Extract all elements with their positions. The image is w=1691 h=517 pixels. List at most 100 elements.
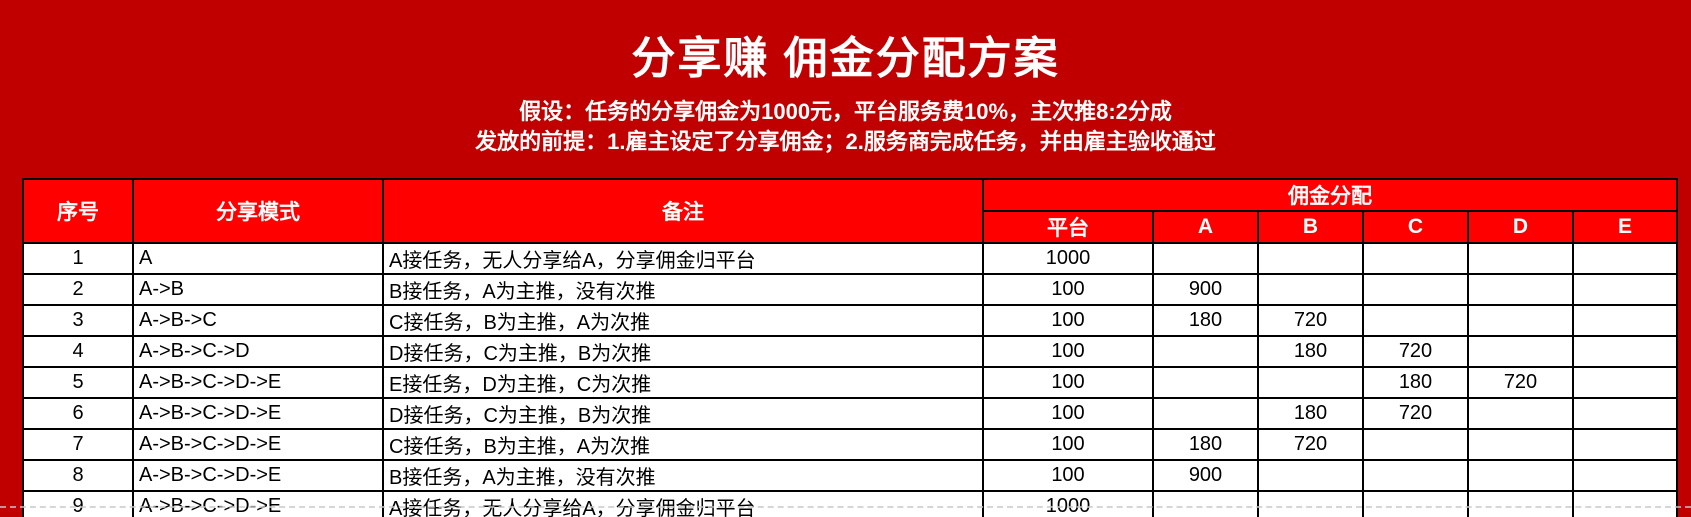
cell-note: B接任务，A为主推，没有次推 <box>382 273 984 306</box>
cell-c: 720 <box>1362 335 1469 368</box>
cell-d <box>1467 459 1574 492</box>
cell-c <box>1362 459 1469 492</box>
cell-seq: 1 <box>22 242 134 275</box>
table-row: 7 A->B->C->D->E C接任务，B为主推，A为次推 100 180 720 <box>22 428 1679 461</box>
header-platform: 平台 <box>982 210 1154 244</box>
cell-note: B接任务，A为主推，没有次推 <box>382 459 984 492</box>
header-note: 备注 <box>382 178 984 244</box>
cell-platform: 100 <box>982 397 1154 430</box>
cell-b <box>1257 242 1364 275</box>
cell-seq: 4 <box>22 335 134 368</box>
cell-c <box>1362 304 1469 337</box>
cell-seq: 2 <box>22 273 134 306</box>
cell-e <box>1571 335 1679 368</box>
cell-d <box>1467 273 1574 306</box>
cell-e <box>1571 242 1679 275</box>
cell-platform: 100 <box>982 459 1154 492</box>
table-row: 5 A->B->C->D->E E接任务，D为主推，C为次推 100 180 720 <box>22 366 1679 399</box>
cell-seq: 3 <box>22 304 134 337</box>
header-col-a: A <box>1152 210 1259 244</box>
cell-d <box>1467 304 1574 337</box>
cell-platform: 100 <box>982 366 1154 399</box>
cell-a: 180 <box>1152 428 1259 461</box>
header-col-c: C <box>1362 210 1469 244</box>
cell-d <box>1467 490 1574 517</box>
cell-d <box>1467 428 1574 461</box>
cell-a <box>1152 366 1259 399</box>
cell-a: 180 <box>1152 304 1259 337</box>
cell-c <box>1362 428 1469 461</box>
cell-d <box>1467 397 1574 430</box>
cell-platform: 100 <box>982 428 1154 461</box>
cell-seq: 9 <box>22 490 134 517</box>
cell-seq: 5 <box>22 366 134 399</box>
precondition-text: 发放的前提：1.雇主设定了分享佣金；2.服务商完成任务，并由雇主验收通过 <box>475 129 1216 154</box>
cell-b: 180 <box>1257 335 1364 368</box>
cell-c <box>1362 242 1469 275</box>
table-row: 9 A->B->C->D->E A接任务，无人分享给A，分享佣金归平台 1000 <box>22 490 1679 517</box>
cell-mode: A->B->C->D->E <box>132 428 384 461</box>
cell-note: C接任务，B为主推，A为次推 <box>382 428 984 461</box>
cell-b <box>1257 490 1364 517</box>
cell-b <box>1257 366 1364 399</box>
cell-a <box>1152 397 1259 430</box>
cell-seq: 8 <box>22 459 134 492</box>
cell-mode: A->B->C->D->E <box>132 459 384 492</box>
cell-a <box>1152 335 1259 368</box>
cell-c: 720 <box>1362 397 1469 430</box>
cell-b: 720 <box>1257 304 1364 337</box>
page-title: 分享赚 佣金分配方案 <box>631 34 1060 83</box>
cell-b: 720 <box>1257 428 1364 461</box>
cell-mode: A->B->C <box>132 304 384 337</box>
table-row: 2 A->B B接任务，A为主推，没有次推 100 900 <box>22 273 1679 306</box>
cell-e <box>1571 304 1679 337</box>
cell-e <box>1571 459 1679 492</box>
cell-platform: 100 <box>982 335 1154 368</box>
cell-a: 900 <box>1152 273 1259 306</box>
cell-note: C接任务，B为主推，A为次推 <box>382 304 984 337</box>
cell-c <box>1362 273 1469 306</box>
cell-e <box>1571 428 1679 461</box>
cell-note: E接任务，D为主推，C为次推 <box>382 366 984 399</box>
cell-seq: 6 <box>22 397 134 430</box>
cell-mode: A->B->C->D->E <box>132 366 384 399</box>
commission-table: 序号 分享模式 备注 佣金分配 平台 A B C D E 1 A A接任务，无人分享… <box>22 178 1679 517</box>
cell-a <box>1152 490 1259 517</box>
cell-b <box>1257 459 1364 492</box>
cell-b: 180 <box>1257 397 1364 430</box>
table-row: 4 A->B->C->D D接任务，C为主推，B为次推 100 180 720 <box>22 335 1679 368</box>
cell-platform: 1000 <box>982 490 1154 517</box>
cell-d <box>1467 242 1574 275</box>
cell-platform: 1000 <box>982 242 1154 275</box>
cell-mode: A->B->C->D->E <box>132 490 384 517</box>
header-col-b: B <box>1257 210 1364 244</box>
table-row: 8 A->B->C->D->E B接任务，A为主推，没有次推 100 900 <box>22 459 1679 492</box>
header-seq: 序号 <box>22 178 134 244</box>
cell-mode: A->B->C->D->E <box>132 397 384 430</box>
cell-d <box>1467 335 1574 368</box>
cell-e <box>1571 273 1679 306</box>
cell-platform: 100 <box>982 273 1154 306</box>
cell-mode: A->B->C->D <box>132 335 384 368</box>
cell-c: 180 <box>1362 366 1469 399</box>
cell-e <box>1571 490 1679 517</box>
cell-note: A接任务，无人分享给A，分享佣金归平台 <box>382 490 984 517</box>
cell-a <box>1152 242 1259 275</box>
cell-seq: 7 <box>22 428 134 461</box>
header-row-1: 序号 分享模式 备注 佣金分配 <box>22 178 1679 244</box>
cell-e <box>1571 397 1679 430</box>
header-col-e: E <box>1571 210 1679 244</box>
header-mode: 分享模式 <box>132 178 384 244</box>
header-commission-group: 佣金分配 <box>981 178 1679 212</box>
cell-c <box>1362 490 1469 517</box>
assumption-text: 假设：任务的分享佣金为1000元，平台服务费10%，主次推8:2分成 <box>519 99 1172 124</box>
cell-e <box>1571 366 1679 399</box>
cell-b <box>1257 273 1364 306</box>
cell-mode: A->B <box>132 273 384 306</box>
print-break-dashed-line <box>0 506 1691 508</box>
cell-d: 720 <box>1467 366 1574 399</box>
table-row: 1 A A接任务，无人分享给A，分享佣金归平台 1000 <box>22 242 1679 275</box>
header-row-2: 平台 A B C D E <box>23 210 1679 244</box>
cell-platform: 100 <box>982 304 1154 337</box>
